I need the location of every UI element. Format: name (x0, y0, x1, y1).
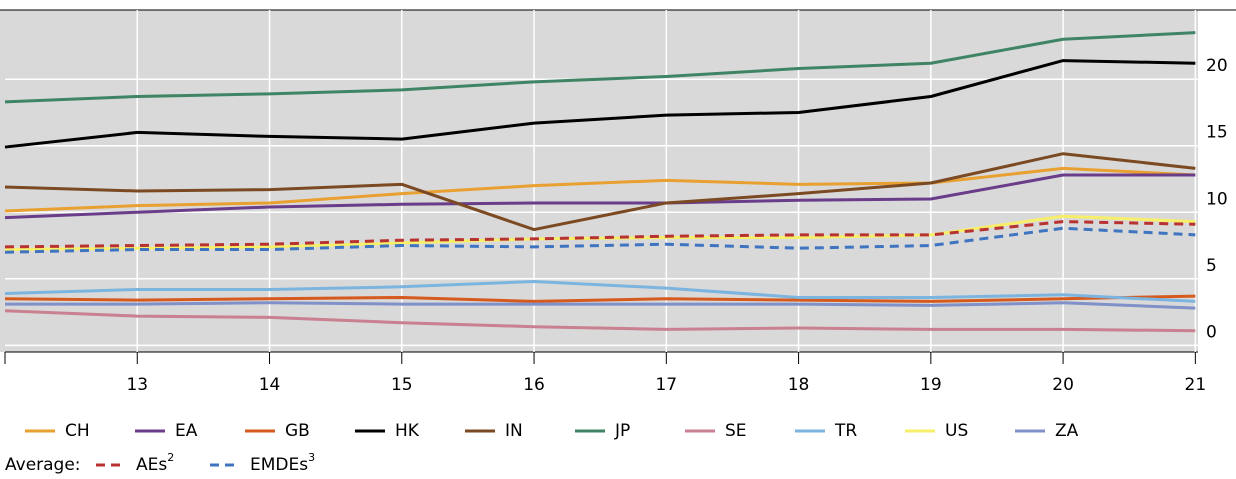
legend-footnote: 2 (167, 451, 174, 464)
legend-label: US (945, 421, 968, 441)
series-line (4, 173, 1196, 220)
series-line (4, 309, 1196, 333)
legend-label: SE (725, 421, 747, 441)
legend-average-label: Average: (5, 455, 81, 475)
legend-name: HK (395, 421, 420, 441)
legend-label: EMDEs3 (250, 451, 315, 475)
legend-label: AEs2 (136, 451, 174, 475)
x-tick-label: 14 (259, 375, 281, 395)
legend-name: AEs (136, 455, 167, 475)
x-tick-label: 18 (788, 375, 810, 395)
x-tick-label: 20 (1052, 375, 1074, 395)
series-line (4, 279, 1196, 303)
y-tick-label: 5 (1206, 256, 1217, 276)
x-tick-label: 16 (523, 375, 545, 395)
legend-name: TR (834, 421, 857, 441)
legend-label: TR (834, 421, 857, 441)
legend-name: SE (725, 421, 747, 441)
series-line (4, 152, 1196, 232)
x-tick-label: 15 (391, 375, 413, 395)
legend-label: GB (285, 421, 310, 441)
legend-name: EA (175, 421, 198, 441)
legend-name: IN (505, 421, 523, 441)
y-tick-label: 0 (1206, 322, 1217, 342)
x-tick-label: 21 (1185, 375, 1207, 395)
series-line (4, 166, 1196, 213)
series-line (4, 226, 1196, 254)
y-tick-label: 20 (1206, 56, 1228, 76)
series-line (4, 59, 1196, 149)
series-line (4, 31, 1196, 104)
legend-footnote: 3 (308, 451, 315, 464)
legend-name: GB (285, 421, 310, 441)
x-tick-label: 17 (655, 375, 677, 395)
legend-label: ZA (1055, 421, 1079, 441)
legend-label: HK (395, 421, 420, 441)
legend-name: US (945, 421, 968, 441)
x-tick-label: 19 (920, 375, 942, 395)
legend-name: JP (614, 421, 630, 441)
legend-label: IN (505, 421, 523, 441)
legend-label: CH (65, 421, 90, 441)
series-line (4, 214, 1196, 252)
series-line (5, 301, 1196, 310)
legend-name: CH (65, 421, 90, 441)
series-line (4, 294, 1196, 303)
legend-name: EMDEs (250, 455, 308, 475)
y-tick-label: 10 (1206, 189, 1228, 209)
x-tick-label: 13 (126, 375, 148, 395)
y-tick-label: 15 (1206, 123, 1228, 143)
legend-name: ZA (1055, 421, 1079, 441)
legend-label: JP (614, 421, 630, 441)
legend-label: EA (175, 421, 198, 441)
series-line (4, 220, 1196, 249)
